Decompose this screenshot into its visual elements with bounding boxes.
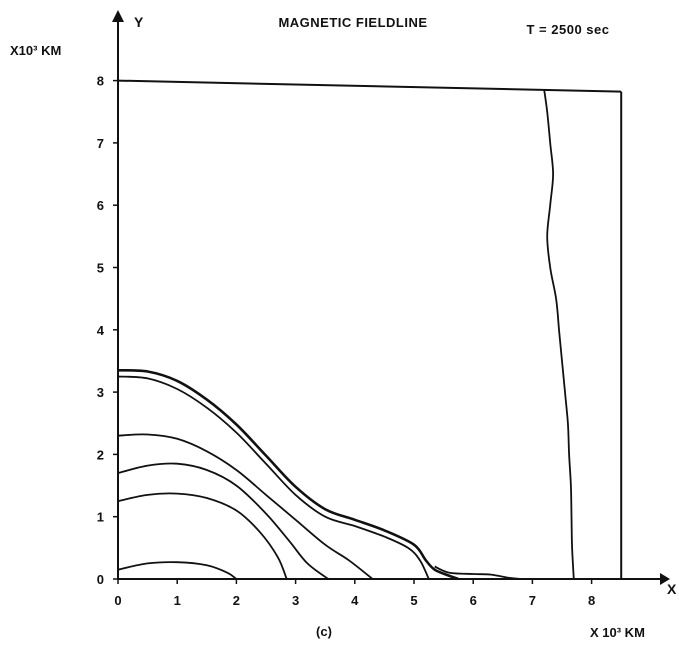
y-tick-label: 5 <box>97 261 104 276</box>
y-tick-label: 2 <box>97 447 104 462</box>
fieldline-3 <box>117 462 329 580</box>
fieldlines <box>117 89 575 581</box>
y-unit-label: X10³ KM <box>10 43 61 58</box>
x-tick-labels: 0 1 2 3 4 5 6 7 8 <box>114 579 595 608</box>
fieldline-4 <box>117 433 374 580</box>
fieldline-6 <box>117 369 459 581</box>
time-label: T = 2500 sec <box>527 22 610 37</box>
x-axis-arrow <box>660 573 670 585</box>
axes <box>112 10 670 585</box>
fieldline-5 <box>117 375 430 580</box>
boundary-top <box>117 79 622 93</box>
y-tick-label: 4 <box>97 323 105 338</box>
y-tick-label: 1 <box>97 510 104 525</box>
y-tick-label: 3 <box>97 385 104 400</box>
y-tick-label: 8 <box>97 74 104 89</box>
x-tick-label: 4 <box>351 593 359 608</box>
y-tick-label: 7 <box>97 136 104 151</box>
y-tick-label: 0 <box>97 572 104 587</box>
chart-title: MAGNETIC FIELDLINE <box>278 15 427 30</box>
figure-caption: (c) <box>316 624 332 639</box>
fieldline-1 <box>117 561 237 580</box>
x-tick-label: 6 <box>470 593 477 608</box>
x-unit-label: X 10³ KM <box>590 625 645 640</box>
x-tick-label: 1 <box>174 593 181 608</box>
x-tick-label: 3 <box>292 593 299 608</box>
x-axis-name: X <box>667 581 677 597</box>
x-tick-label: 7 <box>529 593 536 608</box>
x-tick-label: 8 <box>588 593 595 608</box>
x-tick-label: 5 <box>410 593 417 608</box>
fieldline-7 <box>434 565 521 580</box>
y-tick-labels: 0 1 2 3 4 5 6 7 8 <box>97 74 118 587</box>
fieldline-8 <box>543 89 575 580</box>
x-tick-label: 0 <box>114 593 121 608</box>
y-axis-arrow <box>112 10 124 22</box>
plot-boundary <box>117 79 623 579</box>
y-axis-name: Y <box>134 14 144 30</box>
y-tick-label: 6 <box>97 198 104 213</box>
fieldline-2 <box>117 492 288 580</box>
x-tick-label: 2 <box>233 593 240 608</box>
